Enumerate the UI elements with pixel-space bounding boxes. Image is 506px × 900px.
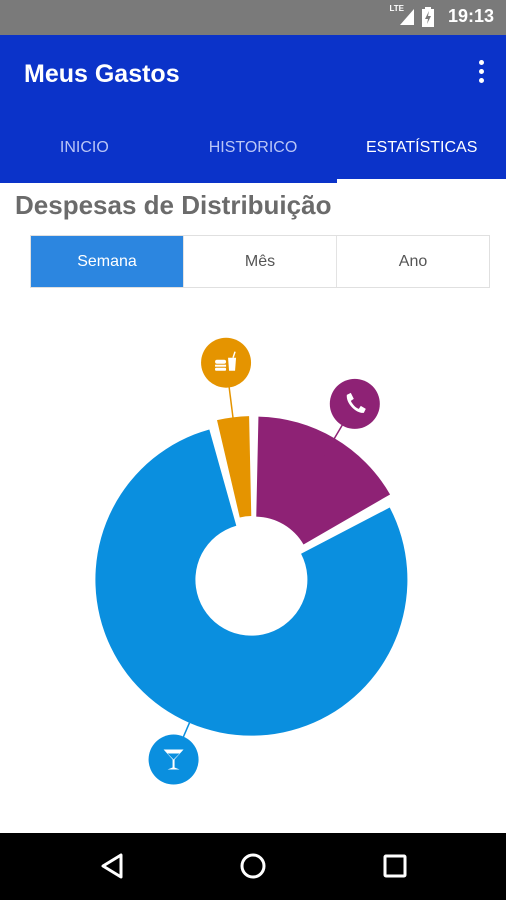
tab-historico[interactable]: HISTORICO (208, 139, 298, 156)
signal-icon (400, 9, 414, 25)
period-option-ano[interactable]: Ano (337, 236, 489, 287)
app-bar: Meus Gastos (0, 35, 506, 115)
cocktail-icon[interactable] (148, 734, 199, 785)
chart-slice-phone[interactable] (256, 416, 391, 545)
recents-icon[interactable] (380, 851, 410, 881)
phone-icon[interactable] (329, 378, 380, 429)
period-option-mes[interactable]: Mês (184, 236, 337, 287)
app-title: Meus Gastos (24, 60, 180, 88)
tab-bar: INICIO HISTORICO ESTATÍSTICAS (0, 115, 506, 183)
tab-estatisticas[interactable]: ESTATÍSTICAS (337, 115, 506, 183)
section-title: Despesas de Distribuição (15, 190, 332, 220)
overflow-menu-icon[interactable] (474, 60, 488, 90)
chart-slice-cocktail[interactable] (95, 429, 408, 736)
fast-food-icon[interactable] (201, 337, 252, 388)
chart-slice-fast-food[interactable] (217, 416, 252, 518)
period-selector: Semana Mês Ano (30, 235, 490, 288)
back-icon[interactable] (98, 851, 128, 881)
battery-charging-icon (422, 7, 434, 27)
expense-distribution-chart (95, 337, 408, 785)
tab-inicio[interactable]: INICIO (59, 139, 109, 156)
network-type: LTE (389, 4, 404, 13)
system-nav-bar (0, 833, 506, 900)
home-icon[interactable] (238, 851, 268, 881)
status-time: 19:13 (447, 6, 494, 26)
status-bar: LTE 19:13 (0, 0, 506, 35)
period-option-semana[interactable]: Semana (31, 236, 184, 287)
